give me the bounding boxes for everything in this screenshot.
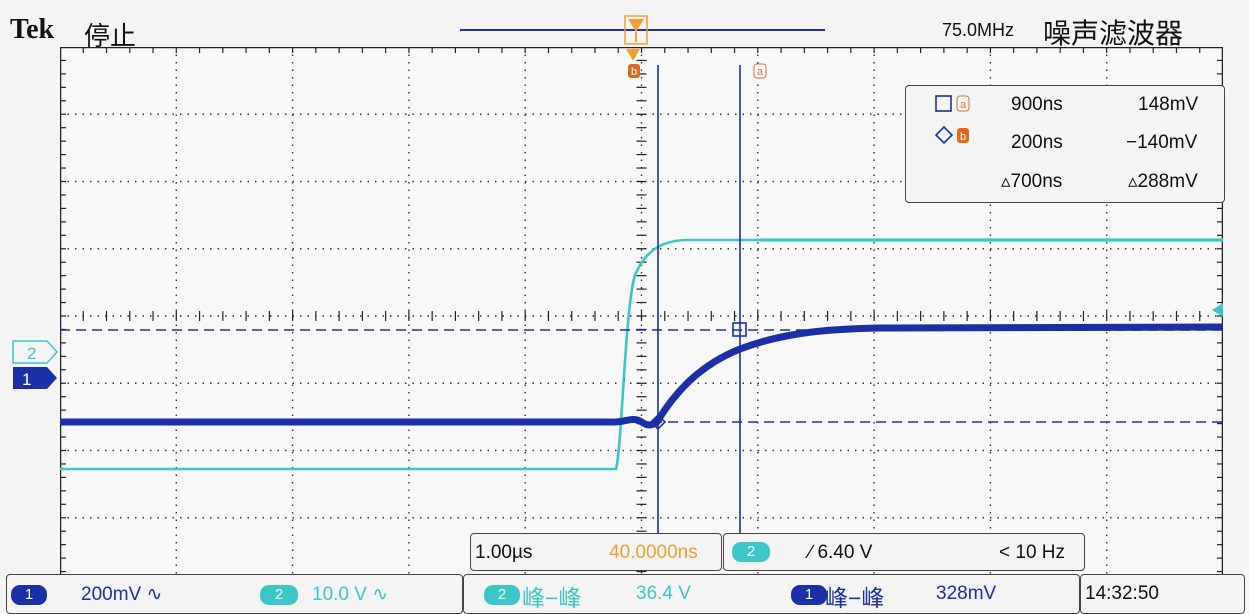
trigger-arrow-icon — [628, 19, 644, 32]
noise-filter-label: 噪声滤波器 — [1043, 18, 1184, 49]
meas2-value: 36.4 V — [636, 583, 691, 604]
ch1-scale: 200mV ∿ — [81, 584, 163, 605]
ch1-marker: 1 — [22, 370, 31, 389]
svg-text:a: a — [960, 99, 967, 111]
trigger-level-icon — [1212, 303, 1223, 317]
cursor-delta-time: ▵700ns — [1001, 171, 1063, 192]
svg-text:b: b — [960, 131, 966, 143]
channel-markers[interactable]: 2 1 — [11, 338, 61, 398]
ch2-waveform — [60, 238, 1223, 471]
cursor-a-volt: 148mV — [1138, 94, 1199, 115]
channel-scale-panel[interactable]: 1 200mV ∿ 2 10.0 V ∿ — [6, 574, 463, 614]
trigger-level: ∕ 6.40 V — [809, 542, 873, 563]
meas1-badge: 1 — [791, 585, 827, 605]
clock-panel: 14:32:50 — [1080, 574, 1245, 614]
trigger-panel[interactable]: 2 ∕ 6.40 V < 10 Hz — [723, 533, 1085, 571]
cursor-b-marker: b — [631, 66, 637, 78]
trigger-source-badge: 2 — [732, 542, 770, 562]
measurement-panel[interactable]: 2 峰−峰 36.4 V 1 峰−峰 328mV — [463, 574, 1080, 614]
cursor-delta-volt: ▵288mV — [1128, 171, 1198, 192]
record-view-bar — [460, 15, 825, 45]
cursor-b-volt: −140mV — [1126, 132, 1198, 153]
cursor-a-marker: a — [757, 66, 764, 78]
cursor-a-time: 900ns — [1011, 94, 1063, 115]
meas1-type: 峰−峰 — [825, 585, 885, 611]
brand-logo: Tek — [10, 14, 55, 45]
square-cursor-icon — [935, 95, 952, 112]
ch2-badge: 2 — [260, 585, 298, 605]
ch2-marker: 2 — [27, 344, 36, 363]
ch1-badge: 1 — [11, 585, 47, 605]
timebase-position: 40.0000ns — [609, 542, 698, 563]
timebase-scale: 1.00µs — [475, 542, 533, 563]
clock-time: 14:32:50 — [1085, 583, 1159, 604]
bandwidth-label: 75.0MHz — [942, 20, 1015, 40]
cursor-b-square-icon — [732, 322, 747, 337]
acquisition-status[interactable]: 停止 — [84, 21, 137, 51]
ch2-scale: 10.0 V ∿ — [312, 584, 389, 605]
meas1-value: 328mV — [936, 583, 997, 604]
trigger-position-icon — [624, 15, 648, 45]
timebase-panel[interactable]: 1.00µs 40.0000ns — [470, 533, 722, 571]
cursor-readout-panel: a b 900ns 148mV 200ns −140mV ▵700ns ▵288… — [905, 85, 1225, 203]
trigger-marker-icon — [626, 49, 640, 61]
trigger-frequency: < 10 Hz — [999, 542, 1066, 563]
cursor-a-diamond-icon — [649, 413, 667, 431]
meas2-badge: 2 — [484, 585, 520, 605]
ch1-waveform — [60, 323, 1223, 429]
meas2-type: 峰−峰 — [522, 585, 582, 611]
diamond-cursor-icon — [934, 125, 954, 145]
cursor-b-time: 200ns — [1011, 132, 1063, 153]
